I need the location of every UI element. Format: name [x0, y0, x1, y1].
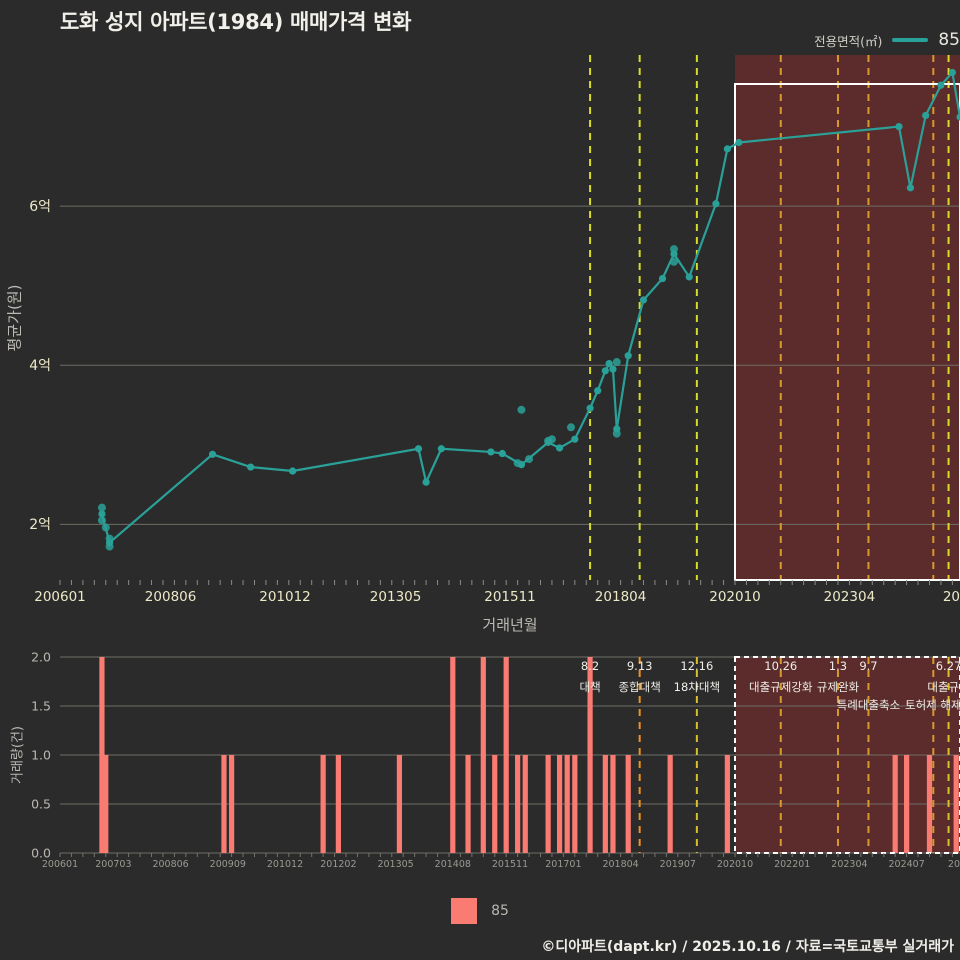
volume-x-tick: 200909: [209, 859, 246, 870]
legend-value: 85: [491, 903, 509, 919]
legend-line-swatch: [892, 38, 929, 42]
price-y-tick: 4억: [29, 358, 51, 375]
volume-x-tick: 202201: [774, 859, 811, 870]
volume-x-tick: 202010: [716, 859, 754, 870]
volume-x-tick: 200703: [95, 859, 132, 870]
volume-y-tick: 0.0: [31, 845, 51, 861]
volume-y-axis-title: 거래량(건): [10, 726, 26, 784]
price-x-tick: 201305: [369, 589, 422, 605]
volume-x-tick: 200601: [41, 859, 79, 870]
page-title: 도화 성지 아파트(1984) 매매가격 변화: [60, 10, 412, 34]
price-x-axis-title: 거래년월: [482, 616, 538, 634]
legend-label: 전용면적(㎡): [814, 33, 883, 49]
price-x-tick: 202304: [823, 589, 876, 605]
volume-y-tick: 1.5: [31, 698, 51, 714]
volume-y-tick: 1.0: [31, 747, 51, 763]
price-y-tick: 2억: [29, 517, 51, 534]
volume-x-tick: 201305: [377, 859, 414, 870]
volume-bar-chart: 0.0 0.5 1.0 1.5 2.0 200601 200703 200806 200909 2…: [11, 650, 960, 870]
price-x-tick: 201012: [259, 589, 311, 605]
volume-x-tick: 200806: [152, 859, 189, 870]
price-chart-canvas: [59, 55, 960, 585]
volume-x-tick: 201804: [602, 859, 639, 870]
volume-x-tick: 201408: [434, 859, 471, 870]
volume-x-tick: 2025: [947, 859, 960, 870]
price-x-tick: 200806: [144, 589, 197, 605]
price-x-tick: 2025: [942, 589, 960, 605]
volume-x-tick: 201701: [545, 859, 582, 870]
price-x-tick: 201804: [594, 589, 647, 605]
volume-x-tick: 202407: [888, 859, 925, 870]
volume-x-tick: 201907: [659, 859, 696, 870]
price-line-chart: 2억 4억 6억 200601 200806 201012 201305 201511 2018…: [6, 55, 960, 634]
price-chart-legend: 전용면적(㎡) 85: [814, 30, 960, 50]
price-x-tick: 202010: [709, 589, 761, 605]
volume-x-tick: 201012: [266, 859, 304, 870]
footer-credit: ©디아파트(dapt.kr) / 2025.10.16 / 자료=국토교통부 실…: [541, 939, 954, 955]
volume-chart-canvas: [59, 656, 960, 857]
volume-x-tick: 201202: [320, 859, 357, 870]
price-y-tick: 6억: [29, 199, 51, 216]
legend-bar-swatch: [451, 898, 478, 924]
price-y-axis-title: 평균가(원): [5, 284, 24, 351]
volume-y-tick: 2.0: [31, 649, 51, 665]
price-x-tick: 201511: [484, 589, 536, 605]
price-x-tick: 200601: [34, 589, 86, 605]
volume-y-tick: 0.5: [31, 796, 51, 812]
volume-chart-legend: 85: [0, 898, 960, 924]
volume-x-tick: 201511: [491, 859, 529, 870]
legend-value: 85: [938, 30, 960, 50]
volume-x-tick: 202304: [831, 859, 868, 870]
